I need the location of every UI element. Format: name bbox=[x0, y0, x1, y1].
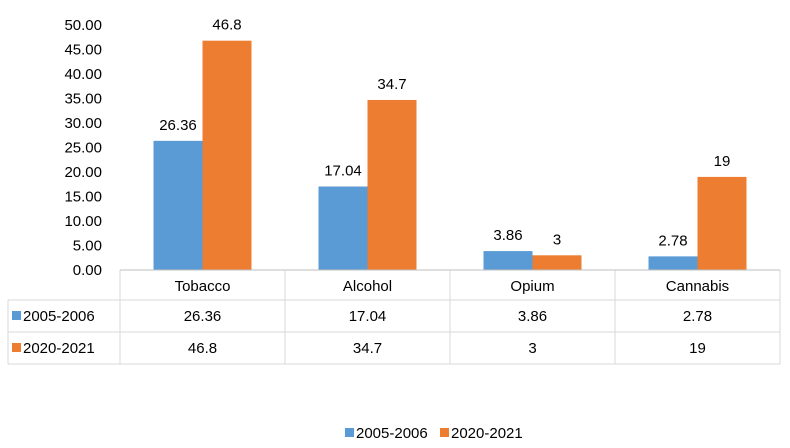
legend-label: 2005-2006 bbox=[356, 425, 428, 442]
table-cell: 19 bbox=[689, 340, 706, 357]
y-tick-label: 15.00 bbox=[64, 189, 102, 206]
bars bbox=[153, 40, 747, 271]
table-cell: 46.8 bbox=[188, 340, 217, 357]
data-label: 17.04 bbox=[324, 163, 362, 180]
data-label: 2.78 bbox=[658, 232, 687, 249]
legend: 2005-2006 2020-2021 bbox=[345, 425, 523, 442]
y-tick-label: 20.00 bbox=[64, 164, 102, 181]
y-tick-label: 30.00 bbox=[64, 115, 102, 132]
data-label: 19 bbox=[714, 153, 731, 170]
table-cell: 34.7 bbox=[353, 340, 382, 357]
y-tick-label: 25.00 bbox=[64, 140, 102, 157]
bar-2005-2006-alcohol bbox=[318, 186, 368, 270]
table-series-name: 2020-2021 bbox=[23, 340, 95, 357]
y-tick-label: 45.00 bbox=[64, 42, 102, 59]
x-tick-label: Opium bbox=[510, 278, 554, 295]
x-tick-label: Tobacco bbox=[175, 278, 231, 295]
y-tick-label: 40.00 bbox=[64, 66, 102, 83]
data-label: 34.7 bbox=[377, 76, 406, 93]
y-tick-label: 35.00 bbox=[64, 91, 102, 108]
table-cell: 26.36 bbox=[184, 308, 222, 325]
table-legend-key bbox=[12, 343, 21, 352]
bar-2005-2006-tobacco bbox=[153, 140, 203, 270]
data-labels: 26.36 46.8 17.04 34.7 3.86 3 2.78 19 bbox=[159, 17, 730, 250]
bar-2005-2006-cannabis bbox=[648, 256, 698, 270]
bar-2020-2021-opium bbox=[532, 255, 582, 270]
table-legend-key bbox=[12, 311, 21, 320]
y-tick-label: 50.00 bbox=[64, 17, 102, 34]
bar-2020-2021-cannabis bbox=[697, 176, 747, 270]
legend-key bbox=[440, 428, 449, 437]
data-label: 3 bbox=[553, 231, 561, 248]
data-table: Tobacco Alcohol Opium Cannabis 2005-2006 26.3… bbox=[7, 269, 781, 365]
data-label: 46.8 bbox=[212, 17, 241, 34]
table-cell: 3.86 bbox=[518, 308, 547, 325]
bar-2020-2021-alcohol bbox=[367, 99, 417, 270]
y-tick-label: 5.00 bbox=[73, 238, 102, 255]
bar-2020-2021-tobacco bbox=[202, 40, 252, 271]
legend-key bbox=[345, 428, 354, 437]
table-cell: 17.04 bbox=[349, 308, 387, 325]
data-label: 3.86 bbox=[493, 227, 522, 244]
x-tick-label: Cannabis bbox=[666, 278, 729, 295]
y-tick-label: 0.00 bbox=[73, 262, 102, 279]
legend-label: 2020-2021 bbox=[451, 425, 523, 442]
table-series-name: 2005-2006 bbox=[23, 308, 95, 325]
table-cell: 3 bbox=[528, 340, 536, 357]
y-axis: 0.00 5.00 10.00 15.00 20.00 25.00 30.00 35.00 40… bbox=[64, 17, 102, 279]
bar-2005-2006-opium bbox=[483, 251, 533, 270]
data-label: 26.36 bbox=[159, 117, 197, 134]
y-tick-label: 10.00 bbox=[64, 213, 102, 230]
x-tick-label: Alcohol bbox=[343, 278, 392, 295]
table-cell: 2.78 bbox=[683, 308, 712, 325]
